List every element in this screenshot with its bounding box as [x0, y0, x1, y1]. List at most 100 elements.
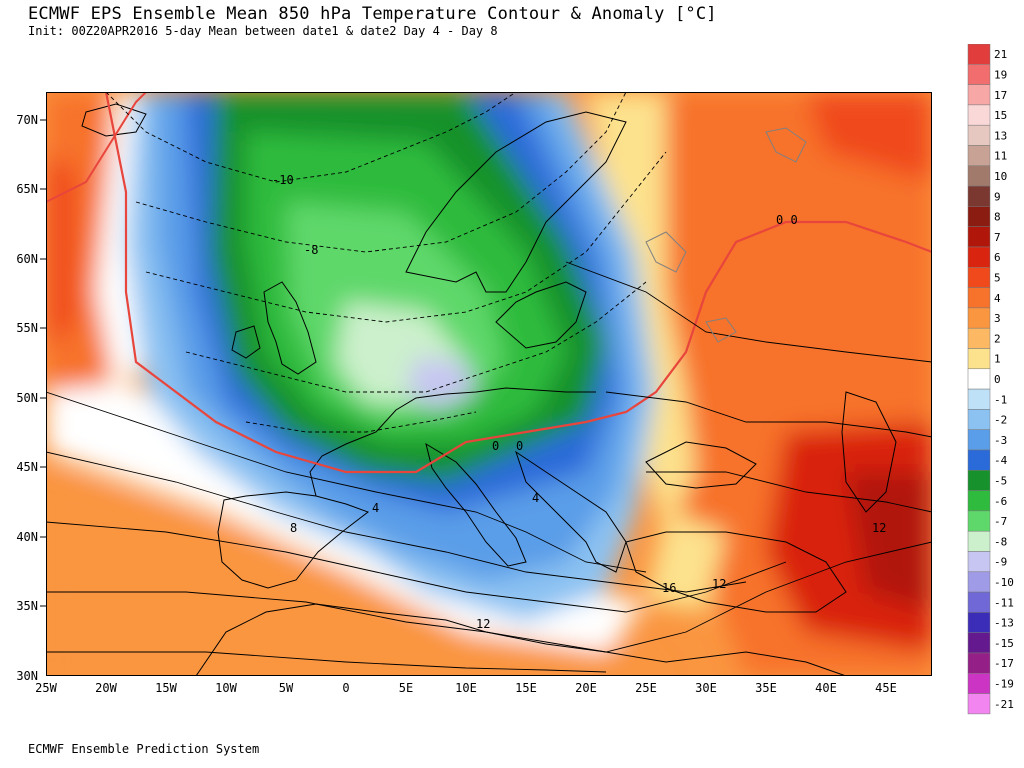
colorbar-swatch	[967, 693, 991, 715]
colorbar-label: 13	[994, 129, 1007, 142]
colorbar-label: 5	[994, 271, 1001, 284]
colorbar-swatch	[967, 470, 991, 491]
lon-label: 25W	[35, 681, 57, 695]
colorbar-label: 9	[994, 190, 1001, 203]
contour-label: 8	[290, 521, 297, 535]
contour-label: 4	[372, 501, 379, 515]
colorbar-label: 11	[994, 150, 1007, 163]
lon-label: 20W	[95, 681, 117, 695]
colorbar-swatch	[967, 64, 991, 85]
colorbar-label: -15	[994, 637, 1014, 650]
temperature-contours	[46, 261, 932, 673]
colorbar-label: 4	[994, 292, 1001, 305]
colorbar-label: 10	[994, 170, 1007, 183]
colorbar-label: 19	[994, 68, 1007, 81]
colorbar-swatch	[967, 409, 991, 430]
colorbar-label: -10	[994, 576, 1014, 589]
colorbar-swatch	[967, 348, 991, 370]
lon-label: 35E	[755, 681, 777, 695]
lon-label: 45E	[875, 681, 897, 695]
colorbar-label: -19	[994, 677, 1014, 690]
colorbar-swatch	[967, 165, 991, 187]
lon-label: 25E	[635, 681, 657, 695]
chart-title: ECMWF EPS Ensemble Mean 850 hPa Temperat…	[28, 4, 717, 24]
lon-label: 40E	[815, 681, 837, 695]
lat-label: 50N	[16, 391, 38, 405]
colorbar-swatch	[967, 429, 991, 451]
footer-credit: ECMWF Ensemble Prediction System	[28, 742, 260, 756]
colorbar-label: 0	[994, 373, 1001, 386]
contour-label: 16	[662, 581, 676, 595]
colorbar-swatch	[967, 124, 991, 146]
colorbar-swatch	[967, 632, 991, 654]
map-panel[interactable]: -10 -8 0 0 0 0 4 4 8 12 12 12 16	[46, 92, 932, 676]
contour-label: 0 0	[776, 213, 798, 227]
lon-label: 5W	[279, 681, 294, 695]
colorbar-swatch	[967, 673, 991, 694]
lon-label: 15E	[515, 681, 537, 695]
colorbar-swatch	[967, 368, 991, 390]
colorbar-swatches	[967, 44, 991, 715]
colorbar-label: -2	[994, 414, 1007, 427]
lake-outlines	[645, 127, 807, 343]
colorbar-label: 3	[994, 312, 1001, 325]
colorbar-swatch	[967, 44, 991, 65]
lon-label: 10W	[215, 681, 237, 695]
colorbar-swatch	[967, 449, 991, 471]
anomaly-field	[46, 92, 932, 676]
lat-label: 55N	[16, 321, 38, 335]
lon-label: 10E	[455, 681, 477, 695]
colorbar-label: 1	[994, 353, 1001, 366]
colorbar-label: 17	[994, 89, 1007, 102]
contour-label: 0	[516, 439, 523, 453]
coastlines	[81, 103, 897, 676]
colorbar-label: -5	[994, 474, 1007, 487]
lat-label: 60N	[16, 252, 38, 266]
contour-label: -10	[272, 173, 294, 187]
colorbar-swatch	[967, 388, 991, 410]
colorbar-label: -8	[994, 535, 1007, 548]
colorbar-label: -7	[994, 515, 1007, 528]
colorbar-label: -11	[994, 596, 1014, 609]
colorbar-label: -17	[994, 657, 1014, 670]
colorbar-swatch	[967, 307, 991, 329]
lat-label: 30N	[16, 669, 38, 683]
colorbar-swatch	[967, 104, 991, 126]
lon-label: 30E	[695, 681, 717, 695]
contour-labels: -10 -8 0 0 0 0 4 4 8 12 12 12 16	[272, 173, 886, 631]
colorbar-swatch	[967, 652, 991, 674]
colorbar-swatch	[967, 287, 991, 309]
colorbar-swatch	[967, 246, 991, 268]
lat-label: 65N	[16, 182, 38, 196]
colorbar-label: -4	[994, 454, 1008, 467]
colorbar-label: -21	[994, 698, 1014, 711]
longitude-axis: 25W 20W 15W 10W 5W 0 5E 10E 15E 20E 25E …	[35, 681, 897, 695]
colorbar-labels: 211917151311109876543210-1-2-3-4-5-6-7-8…	[994, 48, 1014, 711]
colorbar-swatch	[967, 185, 991, 207]
map-border	[46, 92, 932, 676]
lon-label: 0	[342, 681, 349, 695]
anomaly-map[interactable]: -10 -8 0 0 0 0 4 4 8 12 12 12 16	[46, 92, 932, 676]
chart-subtitle: Init: 00Z20APR2016 5-day Mean between da…	[28, 24, 498, 38]
colorbar-swatch	[967, 571, 991, 593]
colorbar-label: 21	[994, 48, 1007, 61]
zero-anomaly-line	[104, 92, 932, 474]
latitude-axis: 70N 65N 60N 55N 50N 45N 40N 35N 30N	[16, 113, 46, 683]
colorbar-label: -13	[994, 617, 1014, 630]
colorbar-label: -6	[994, 495, 1007, 508]
lat-label: 35N	[16, 599, 38, 613]
colorbar-label: -3	[994, 434, 1007, 447]
colorbar-label: -1	[994, 393, 1007, 406]
contour-label: -8	[304, 243, 318, 257]
lon-label: 15W	[155, 681, 177, 695]
colorbar-swatch	[967, 490, 991, 512]
colorbar-swatch	[967, 206, 991, 227]
colorbar-label: 8	[994, 211, 1001, 224]
contour-label: 12	[476, 617, 490, 631]
contour-label: 0	[492, 439, 499, 453]
lon-label: 20E	[575, 681, 597, 695]
lat-label: 45N	[16, 460, 38, 474]
colorbar-label: 15	[994, 109, 1007, 122]
lat-label: 40N	[16, 530, 38, 544]
colorbar-swatch	[967, 510, 991, 532]
